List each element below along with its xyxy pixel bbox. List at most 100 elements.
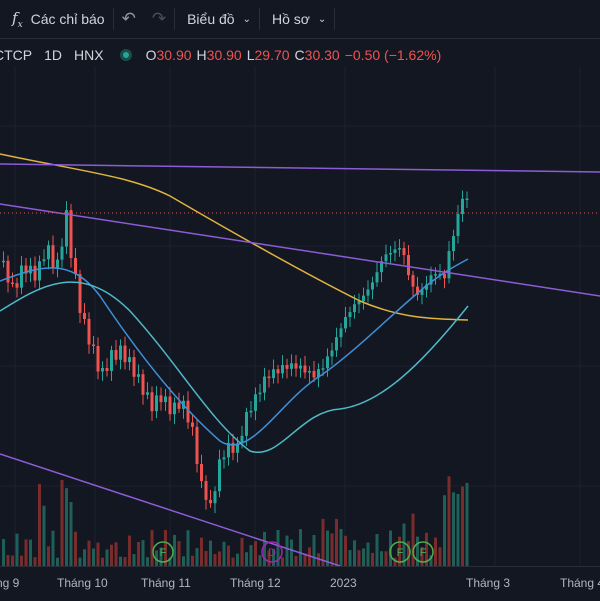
- volume-bar: [348, 550, 352, 566]
- candle-body: [245, 412, 248, 436]
- volume-bar: [164, 530, 167, 566]
- candle-body: [380, 261, 383, 273]
- volume-bar: [159, 547, 163, 566]
- volume-bar: [141, 540, 145, 566]
- volume-bar: [222, 541, 226, 566]
- candle-body: [128, 357, 131, 363]
- volume-bar: [452, 492, 455, 566]
- candle-body: [213, 491, 217, 504]
- volume-bar: [186, 530, 190, 566]
- candle-body: [200, 464, 203, 482]
- candle-body: [411, 275, 415, 287]
- candle-body: [83, 312, 86, 320]
- candle-body: [146, 392, 149, 395]
- volume-bar: [258, 555, 262, 566]
- open-value: 30.90: [156, 47, 192, 63]
- candle-body: [267, 376, 271, 379]
- candle-body: [155, 395, 158, 412]
- trendline: [0, 163, 600, 173]
- volume-bar: [366, 542, 370, 566]
- volume-bar: [357, 550, 361, 566]
- event-marker-label: F: [160, 547, 167, 559]
- candle-body: [47, 245, 50, 260]
- event-marker-circle: [389, 541, 411, 563]
- volume-bar: [236, 553, 239, 566]
- undo-icon: ↶: [121, 9, 136, 28]
- volume-bar: [416, 536, 419, 566]
- function-icon: fx: [12, 8, 23, 30]
- volume-bar: [47, 546, 50, 566]
- volume-bar: [227, 545, 230, 566]
- volume-bar: [11, 555, 14, 566]
- event-marker-circle: [261, 541, 283, 563]
- candle-body: [96, 346, 100, 372]
- volume-bar: [276, 530, 280, 566]
- volume-bar: [101, 557, 104, 566]
- candle-body: [299, 365, 302, 369]
- candle-body: [348, 312, 352, 318]
- volume-bar: [443, 495, 446, 566]
- candle-body: [447, 251, 451, 279]
- volume-bar: [425, 532, 428, 566]
- candle-body: [434, 274, 437, 276]
- volume-bar: [38, 483, 41, 566]
- redo-button[interactable]: ↷: [144, 0, 174, 38]
- candle-body: [335, 337, 338, 351]
- candle-body: [420, 289, 424, 295]
- volume-bar: [78, 557, 82, 566]
- volume-bar: [96, 542, 100, 566]
- candle-body: [2, 260, 5, 263]
- profile-dropdown[interactable]: Hồ sơ ⌄: [260, 0, 334, 38]
- timeframe-label[interactable]: 1D: [44, 47, 63, 63]
- volume-bar: [51, 530, 55, 566]
- toolbar-divider: [112, 8, 114, 30]
- candle-body: [29, 265, 32, 274]
- event-marker-label: F: [420, 547, 427, 559]
- candle-body: [173, 402, 176, 415]
- volume-bar: [375, 534, 379, 566]
- market-status-icon: [119, 49, 132, 61]
- candle-body: [105, 368, 109, 371]
- undo-button[interactable]: ↶: [114, 0, 144, 38]
- volume-bar: [245, 552, 248, 566]
- candle-body: [371, 282, 374, 290]
- toolbar-divider: [334, 8, 336, 30]
- volume-bar: [456, 493, 460, 566]
- candle-body: [11, 282, 14, 285]
- volume-bar: [60, 479, 64, 566]
- volume-bar: [209, 540, 212, 566]
- volume-bar: [200, 537, 203, 566]
- candle-body: [42, 259, 46, 262]
- candle-body: [159, 395, 163, 403]
- candle-body: [362, 295, 365, 302]
- event-marker-circle: [152, 541, 174, 563]
- candle-body: [465, 198, 469, 201]
- candle-body: [231, 442, 235, 453]
- volume-bar: [56, 557, 59, 566]
- candle-body: [254, 394, 257, 411]
- volume-bar: [393, 557, 397, 566]
- chart-type-dropdown[interactable]: Biểu đồ ⌄: [175, 0, 259, 38]
- volume-bar: [407, 541, 410, 566]
- volume-bar: [303, 553, 307, 566]
- candle-body: [258, 392, 262, 395]
- toolbar-divider: [174, 8, 176, 30]
- indicators-button[interactable]: fx Các chỉ báo: [0, 0, 113, 38]
- symbol-name[interactable]: CTCP: [0, 47, 33, 63]
- candle-body: [119, 345, 122, 360]
- time-axis-label: ng 9: [0, 576, 20, 590]
- candle-body: [461, 198, 464, 214]
- candle-body: [33, 265, 37, 281]
- candle-body: [317, 369, 320, 378]
- volume-bar: [263, 531, 266, 566]
- candle-body: [123, 345, 127, 363]
- time-axis[interactable]: ng 9 Tháng 10 Tháng 11 Tháng 12 2023 Tháng 3 T…: [0, 566, 600, 601]
- candle-body: [38, 261, 41, 281]
- trendline: [0, 453, 341, 566]
- volume-bar: [65, 488, 68, 566]
- ma-line-yellow: [0, 153, 469, 321]
- candle-body: [186, 400, 190, 423]
- candle-body: [276, 369, 280, 374]
- candle-body: [321, 368, 325, 370]
